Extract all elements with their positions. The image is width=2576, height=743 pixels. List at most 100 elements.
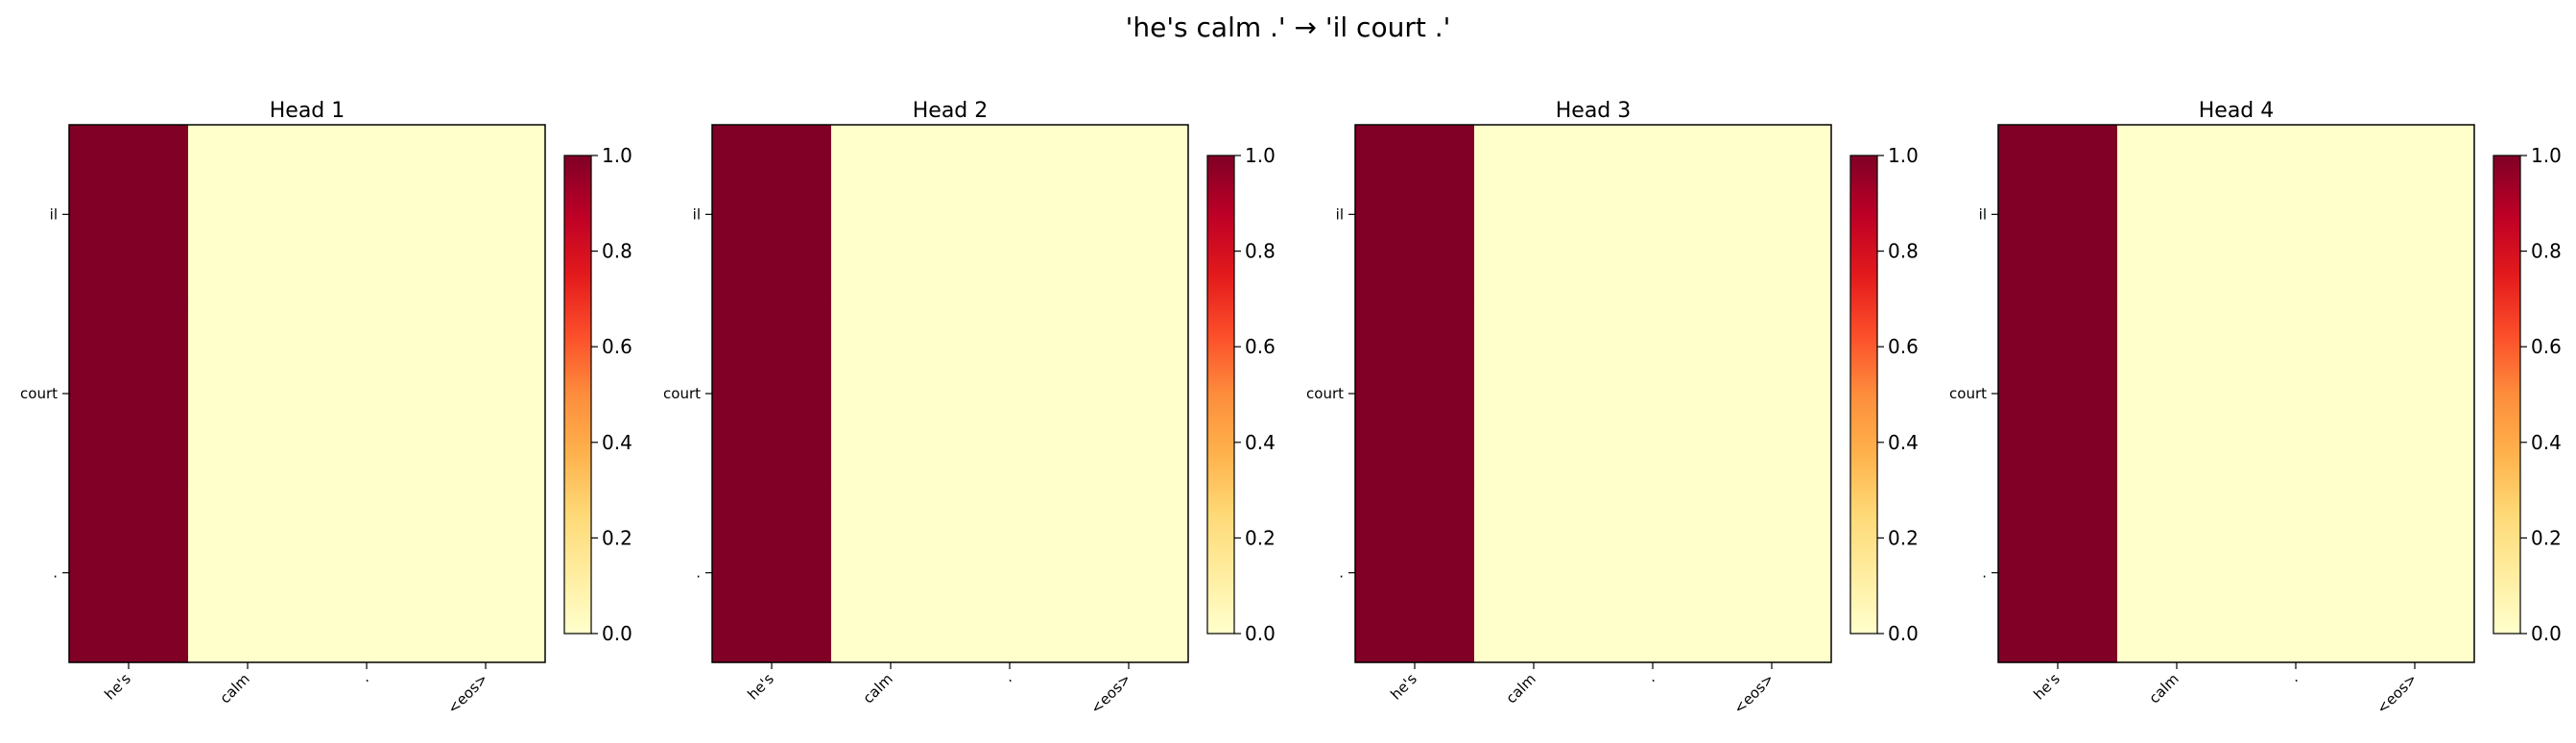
y-tick-label: court <box>1306 385 1344 402</box>
colorbar-tick-label: 0.6 <box>1245 335 1276 358</box>
y-tick-label: . <box>696 564 701 582</box>
heatmap-cell <box>188 483 308 663</box>
heatmap-cell <box>1069 483 1189 663</box>
heatmap-cell <box>2355 303 2475 484</box>
heatmap-cell <box>2236 483 2356 663</box>
heatmap-cell <box>1998 125 2118 305</box>
heatmap-cell <box>950 303 1070 484</box>
colorbar-tick-label: 0.8 <box>1245 240 1276 263</box>
colorbar <box>2493 156 2520 634</box>
heatmap-cell <box>1355 125 1475 305</box>
heatmap-cell <box>188 303 308 484</box>
heatmap-cell <box>307 125 427 305</box>
colorbar-tick-label: 0.4 <box>602 431 632 454</box>
heatmap-cell <box>712 483 832 663</box>
y-tick-label: court <box>1949 385 1987 402</box>
heatmap-cell <box>1474 125 1594 305</box>
x-tick-label: . <box>1643 670 1658 685</box>
heatmap-cell <box>1474 303 1594 484</box>
colorbar-tick-label: 0.6 <box>602 335 632 358</box>
y-tick-label: . <box>1339 564 1344 582</box>
heatmap-cell <box>831 303 951 484</box>
y-tick-label: court <box>20 385 58 402</box>
heatmap-cell <box>1474 483 1594 663</box>
colorbar-tick-label: 0.2 <box>2531 526 2562 549</box>
x-tick-label: he's <box>2030 670 2063 704</box>
x-tick-label: <eos> <box>444 670 491 717</box>
x-tick-label: <eos> <box>1087 670 1134 717</box>
colorbar-tick-label: 1.0 <box>602 144 632 167</box>
x-tick-label: he's <box>101 670 134 704</box>
colorbar-tick-label: 0.6 <box>2531 335 2562 358</box>
heatmap-cell <box>1998 303 2118 484</box>
heatmap-cell <box>2236 125 2356 305</box>
colorbar-tick-label: 0.0 <box>2531 622 2562 645</box>
heatmap-panel-4: Head 4 il court. he's calm. <eos> 0.0 0.2 0.4 0.6… <box>1949 99 2562 717</box>
colorbar-tick-label: 0.4 <box>1888 431 1919 454</box>
panel-title: Head 4 <box>2199 99 2275 123</box>
x-tick-label: he's <box>744 670 777 704</box>
heatmap-panel-1: Head 1 il court. he's calm. <eos> 0.0 0.2 0.4 0.6… <box>20 99 632 717</box>
x-tick-label: calm <box>1502 670 1538 707</box>
heatmap-cell <box>2117 125 2237 305</box>
colorbar <box>1850 156 1877 634</box>
colorbar-tick-label: 0.4 <box>1245 431 1276 454</box>
heatmap-cell <box>2117 483 2237 663</box>
heatmap-cell <box>69 125 189 305</box>
heatmap-cell <box>188 125 308 305</box>
colorbar-tick-label: 0.0 <box>602 622 632 645</box>
colorbar-tick-label: 0.6 <box>1888 335 1919 358</box>
panel-title: Head 3 <box>1556 99 1632 123</box>
colorbar-frame <box>2493 155 2521 635</box>
heatmap-cell <box>1355 483 1475 663</box>
colorbar-tick-label: 0.4 <box>2531 431 2562 454</box>
heatmap-cell <box>1712 125 1832 305</box>
heatmap-panel-2: Head 2 il court. he's calm. <eos> 0.0 0.2 0.4 0.6… <box>663 99 1276 717</box>
colorbar-tick-label: 0.2 <box>1245 526 1276 549</box>
x-tick-label: he's <box>1387 670 1420 704</box>
colorbar-tick-label: 0.0 <box>1888 622 1919 645</box>
y-tick-label: il <box>693 205 701 223</box>
heatmap-cell <box>2355 125 2475 305</box>
heatmap-cell <box>426 483 546 663</box>
heatmap-cell <box>307 303 427 484</box>
heatmap-panels: Head 1 il court. he's calm. <eos> 0.0 0.2 0.4 0.6… <box>20 99 2562 717</box>
x-tick-label: . <box>1000 670 1015 685</box>
colorbar <box>1207 156 1234 634</box>
heatmap-cell <box>1355 303 1475 484</box>
colorbar-tick-label: 0.0 <box>1245 622 1276 645</box>
heatmap-cell <box>307 483 427 663</box>
heatmap-cell <box>1069 125 1189 305</box>
colorbar-tick-label: 1.0 <box>2531 144 2562 167</box>
colorbar-tick-label: 0.8 <box>2531 240 2562 263</box>
heatmap-cell <box>1593 125 1713 305</box>
heatmap-cell <box>1712 303 1832 484</box>
panel-title: Head 1 <box>270 99 346 123</box>
heatmap-cell <box>1998 483 2118 663</box>
heatmap-cell <box>69 303 189 484</box>
heatmap-panel-3: Head 3 il court. he's calm. <eos> 0.0 0.2 0.4 0.6… <box>1306 99 1919 717</box>
colorbar-tick-label: 0.2 <box>602 526 632 549</box>
x-tick-label: <eos> <box>2373 670 2421 717</box>
heatmap-cell <box>2236 303 2356 484</box>
colorbar-tick-label: 0.8 <box>602 240 632 263</box>
x-tick-label: . <box>2286 670 2302 685</box>
heatmap-cell <box>950 125 1070 305</box>
heatmap-cell <box>1712 483 1832 663</box>
figure-title: 'he's calm .' → 'il court .' <box>1126 12 1451 43</box>
y-tick-label: il <box>50 205 58 223</box>
y-tick-label: il <box>1979 205 1987 223</box>
heatmap-cell <box>2355 483 2475 663</box>
heatmap-cell <box>712 303 832 484</box>
heatmap-cell <box>831 483 951 663</box>
x-tick-label: calm <box>216 670 252 707</box>
heatmap-cell <box>426 303 546 484</box>
heatmap-cell <box>2117 303 2237 484</box>
colorbar-frame <box>563 155 592 635</box>
heatmap-cell <box>950 483 1070 663</box>
heatmap-cell <box>1593 483 1713 663</box>
colorbar <box>564 156 591 634</box>
colorbar-frame <box>1206 155 1235 635</box>
y-tick-label: . <box>1982 564 1987 582</box>
